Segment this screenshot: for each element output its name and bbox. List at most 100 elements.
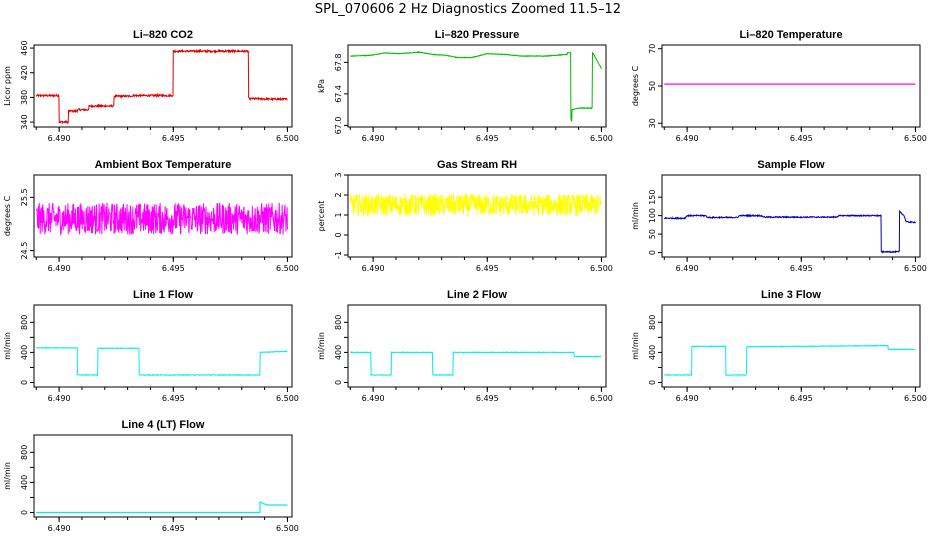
y-tick-label: 800: [648, 315, 657, 330]
panel-title: Ambient Box Temperature: [95, 159, 232, 171]
panel-title: Line 2 Flow: [447, 289, 507, 301]
x-tick-label: 6.495: [162, 394, 185, 403]
panel-line1: Line 1 Flow ml/min 0 400 800 6.490 6.495 6.500: [3, 289, 299, 403]
plot-frame: [661, 304, 921, 388]
series-line-box_temp: [35, 202, 288, 236]
y-tick-label: 0: [20, 380, 29, 385]
plot-frame: [33, 174, 293, 258]
y-axis-label: percent: [317, 201, 326, 232]
x-tick-label: 6.500: [276, 134, 299, 143]
panel-title: Line 3 Flow: [761, 289, 821, 301]
y-tick-label: 50: [648, 81, 657, 91]
panel-title: Line 1 Flow: [133, 289, 193, 301]
y-tick-label: 25.5: [20, 188, 29, 206]
y-axis-label: Licor ppm: [3, 66, 12, 106]
x-tick-label: 6.495: [476, 134, 499, 143]
panel-sample_flow: Sample Flow ml/min 0 50 100 150 6.490 6.495 6.50…: [631, 159, 927, 273]
y-tick-label: 380: [20, 90, 29, 105]
x-tick-label: 6.500: [276, 524, 299, 533]
panel-pressure: Li–820 Pressure kPa 67.0 67.4 67.8 6.490 6.495…: [317, 29, 613, 143]
x-tick-label: 6.500: [904, 264, 927, 273]
plot-frame: [347, 174, 607, 258]
plot-frame: [33, 304, 293, 388]
x-tick-label: 6.495: [476, 264, 499, 273]
panel-line2: Line 2 Flow ml/min 0 400 800 6.490 6.495 6.500: [317, 289, 613, 403]
x-tick-label: 6.490: [676, 134, 699, 143]
panel-title: Li–820 Pressure: [435, 29, 519, 41]
x-tick-label: 6.495: [790, 264, 813, 273]
panel-title: Gas Stream RH: [437, 159, 517, 171]
y-tick-label: 0: [334, 380, 343, 385]
y-tick-label: 67.8: [334, 53, 343, 71]
y-tick-label: 30: [648, 118, 657, 128]
y-tick-label: 400: [20, 475, 29, 490]
y-tick-label: -1: [334, 251, 343, 259]
series-line-rh: [349, 192, 602, 217]
y-tick-label: 0: [648, 250, 657, 255]
y-tick-label: 70: [648, 44, 657, 54]
y-axis-label: kPa: [317, 79, 326, 93]
y-axis-label: ml/min: [3, 462, 12, 490]
y-tick-label: 800: [334, 315, 343, 330]
plot-frame: [33, 434, 293, 518]
panel-box_temp: Ambient Box Temperature degrees C 24.5 25.5…: [3, 159, 299, 273]
series-line-sample_flow: [663, 209, 916, 254]
x-tick-label: 6.500: [590, 264, 613, 273]
x-tick-label: 6.500: [904, 394, 927, 403]
series-line-co2: [35, 48, 288, 125]
x-tick-label: 6.495: [162, 134, 185, 143]
y-tick-label: 420: [20, 65, 29, 80]
y-tick-label: 67.4: [334, 85, 343, 103]
x-tick-label: 6.490: [362, 394, 385, 403]
series-line-line3: [664, 344, 916, 377]
y-tick-label: 400: [334, 345, 343, 360]
panel-title: Li–820 Temperature: [739, 29, 842, 41]
x-tick-label: 6.490: [676, 394, 699, 403]
x-tick-label: 6.500: [590, 134, 613, 143]
y-tick-label: 800: [20, 315, 29, 330]
y-tick-label: 800: [20, 445, 29, 460]
panel-title: Li–820 CO2: [133, 29, 193, 41]
x-tick-label: 6.490: [48, 524, 71, 533]
y-axis-label: degrees C: [3, 195, 12, 236]
y-tick-label: 400: [648, 345, 657, 360]
y-axis-label: ml/min: [631, 332, 640, 360]
y-tick-label: 3: [334, 172, 343, 177]
page-title: SPL_070606 2 Hz Diagnostics Zoomed 11.5–…: [314, 2, 622, 17]
y-tick-label: 50: [648, 229, 657, 239]
x-tick-label: 6.495: [476, 394, 499, 403]
x-tick-label: 6.490: [48, 264, 71, 273]
series-line-line4: [36, 501, 288, 514]
x-tick-label: 6.490: [676, 264, 699, 273]
plot-frame: [347, 304, 607, 388]
x-tick-label: 6.500: [590, 394, 613, 403]
series-line-line1: [36, 346, 288, 377]
series-line-pressure: [350, 51, 602, 122]
y-tick-label: 100: [648, 208, 657, 223]
x-tick-label: 6.490: [48, 394, 71, 403]
y-tick-label: 2: [334, 192, 343, 197]
panel-title: Sample Flow: [757, 159, 825, 171]
series-line-line2: [350, 350, 602, 377]
y-axis-label: ml/min: [3, 332, 12, 360]
y-tick-label: 0: [20, 510, 29, 515]
x-tick-label: 6.495: [162, 524, 185, 533]
x-tick-label: 6.495: [790, 134, 813, 143]
x-tick-label: 6.500: [276, 394, 299, 403]
panel-line3: Line 3 Flow ml/min 0 400 800 6.490 6.495 6.500: [631, 289, 927, 403]
y-axis-label: ml/min: [631, 202, 640, 230]
x-tick-label: 6.490: [362, 134, 385, 143]
y-tick-label: 1: [334, 212, 343, 217]
x-tick-label: 6.495: [162, 264, 185, 273]
panel-temperature: Li–820 Temperature degrees C 30 50 70 6.490 6.…: [631, 29, 927, 143]
x-tick-label: 6.490: [48, 134, 71, 143]
y-tick-label: 460: [20, 40, 29, 55]
x-tick-label: 6.495: [790, 394, 813, 403]
x-tick-label: 6.500: [904, 134, 927, 143]
panel-title: Line 4 (LT) Flow: [122, 419, 205, 431]
plot-frame: [347, 44, 607, 128]
y-axis-label: degrees C: [631, 65, 640, 106]
y-tick-label: 0: [334, 232, 343, 237]
